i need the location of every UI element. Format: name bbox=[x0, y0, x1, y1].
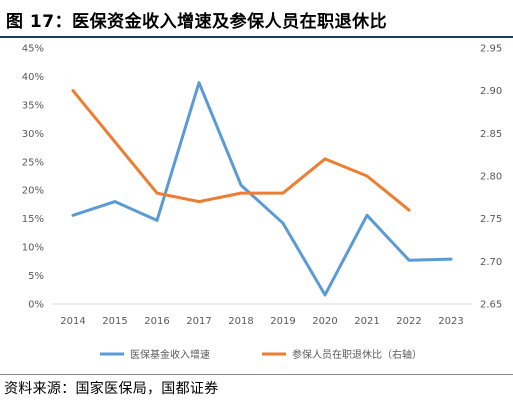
ratio-series-point bbox=[239, 191, 243, 195]
growth-series-point bbox=[155, 218, 159, 222]
right-axis-tick-label: 2.65 bbox=[480, 300, 502, 311]
growth-series-point bbox=[407, 258, 411, 262]
source-divider bbox=[0, 374, 513, 375]
ratio-series-point bbox=[407, 208, 411, 212]
ratio-series-point bbox=[281, 191, 285, 195]
series-layer bbox=[71, 81, 453, 297]
left-axis-ticks: 0% 5% 10% 15% 20% 25% 30% 35% 40% 45% bbox=[22, 44, 44, 311]
right-axis-tick-label: 2.80 bbox=[480, 172, 502, 183]
left-axis-tick-label: 35% bbox=[22, 100, 44, 111]
right-axis-tick-label: 2.95 bbox=[480, 44, 502, 55]
x-axis-tick-label: 2017 bbox=[186, 316, 211, 327]
x-axis-tick-label: 2022 bbox=[396, 316, 421, 327]
growth-series-line bbox=[71, 81, 453, 297]
source-note: 资料来源：国家医保局，国都证券 bbox=[4, 381, 219, 397]
x-axis-tick-label: 2019 bbox=[270, 316, 295, 327]
right-axis-ticks: 2.65 2.70 2.75 2.80 2.85 2.90 2.95 bbox=[480, 44, 502, 311]
left-axis-tick-label: 40% bbox=[22, 72, 44, 83]
ratio-series-point bbox=[155, 191, 159, 195]
figure-title: 图 17：医保资金收入增速及参保人员在职退休比 bbox=[6, 12, 388, 32]
x-axis-tick-label: 2023 bbox=[438, 316, 463, 327]
x-axis-ticks: 2014 2015 2016 2017 2018 2019 2020 2021 2022 2023 bbox=[60, 316, 463, 327]
ratio-series-point bbox=[113, 140, 117, 144]
title-row: 图 17：医保资金收入增速及参保人员在职退休比 bbox=[0, 0, 513, 38]
growth-series-point bbox=[281, 221, 285, 225]
left-axis-tick-label: 15% bbox=[22, 214, 44, 225]
left-axis-tick-label: 30% bbox=[22, 129, 44, 140]
x-axis-tick-label: 2018 bbox=[228, 316, 253, 327]
ratio-series-point bbox=[323, 157, 327, 161]
x-axis-tick-label: 2016 bbox=[144, 316, 169, 327]
left-axis-tick-label: 45% bbox=[22, 44, 44, 55]
ratio-series-point bbox=[197, 200, 201, 204]
right-axis-tick-label: 2.70 bbox=[480, 257, 502, 268]
legend-label-ratio-series: 参保人员在职退休比（右轴） bbox=[292, 348, 422, 361]
right-axis-tick-label: 2.75 bbox=[480, 214, 502, 225]
growth-series-point bbox=[323, 293, 327, 297]
left-axis-tick-label: 0% bbox=[28, 300, 44, 311]
x-axis-tick-label: 2015 bbox=[102, 316, 127, 327]
growth-series-point bbox=[365, 213, 369, 217]
chart: 0% 5% 10% 15% 20% 25% 30% 35% 40% 45% 2.65 2.70 2.7… bbox=[22, 44, 503, 362]
growth-series-point bbox=[239, 183, 243, 187]
ratio-series-point bbox=[365, 174, 369, 178]
growth-series-point bbox=[449, 257, 453, 261]
right-axis-tick-label: 2.90 bbox=[480, 86, 502, 97]
growth-series-point bbox=[71, 213, 75, 217]
legend: 医保基金收入增速 参保人员在职退休比（右轴） bbox=[100, 348, 422, 361]
ratio-series-point bbox=[71, 89, 75, 93]
legend-label-growth-series: 医保基金收入增速 bbox=[130, 348, 210, 361]
x-axis-tick-label: 2014 bbox=[60, 316, 85, 327]
x-axis-tick-label: 2021 bbox=[354, 316, 379, 327]
growth-series-point bbox=[113, 200, 117, 204]
title-divider bbox=[0, 36, 513, 38]
left-axis-tick-label: 5% bbox=[28, 271, 44, 282]
x-axis-tick-label: 2020 bbox=[312, 316, 337, 327]
right-axis-tick-label: 2.85 bbox=[480, 129, 502, 140]
left-axis-tick-label: 20% bbox=[22, 186, 44, 197]
growth-series-point bbox=[197, 81, 201, 85]
left-axis-tick-label: 10% bbox=[22, 243, 44, 254]
left-axis-tick-label: 25% bbox=[22, 157, 44, 168]
